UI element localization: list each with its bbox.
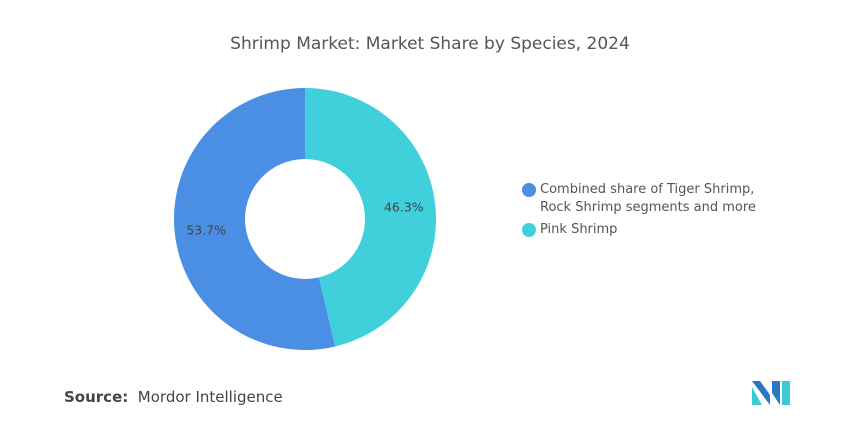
- data-label: 53.7%: [186, 223, 226, 238]
- slice-0: [305, 88, 436, 347]
- legend: Combined share of Tiger Shrimp, Rock Shr…: [522, 181, 762, 243]
- mordor-logo: [752, 381, 790, 405]
- data-label: 46.3%: [384, 199, 424, 214]
- slice-1: [173, 88, 336, 350]
- source-note: Source: Mordor Intelligence: [64, 388, 283, 406]
- source-prefix: Source:: [64, 388, 129, 406]
- legend-item-pink-shrimp: Pink Shrimp: [522, 221, 762, 239]
- source-name: Mordor Intelligence: [137, 388, 283, 406]
- legend-swatch: [522, 183, 536, 197]
- legend-label: Pink Shrimp: [540, 222, 618, 237]
- chart-title: Shrimp Market: Market Share by Species, …: [230, 34, 630, 54]
- legend-label: Combined share of Tiger Shrimp, Rock Shr…: [540, 182, 756, 215]
- legend-item-combined: Combined share of Tiger Shrimp, Rock Shr…: [522, 181, 762, 217]
- legend-swatch: [522, 223, 536, 237]
